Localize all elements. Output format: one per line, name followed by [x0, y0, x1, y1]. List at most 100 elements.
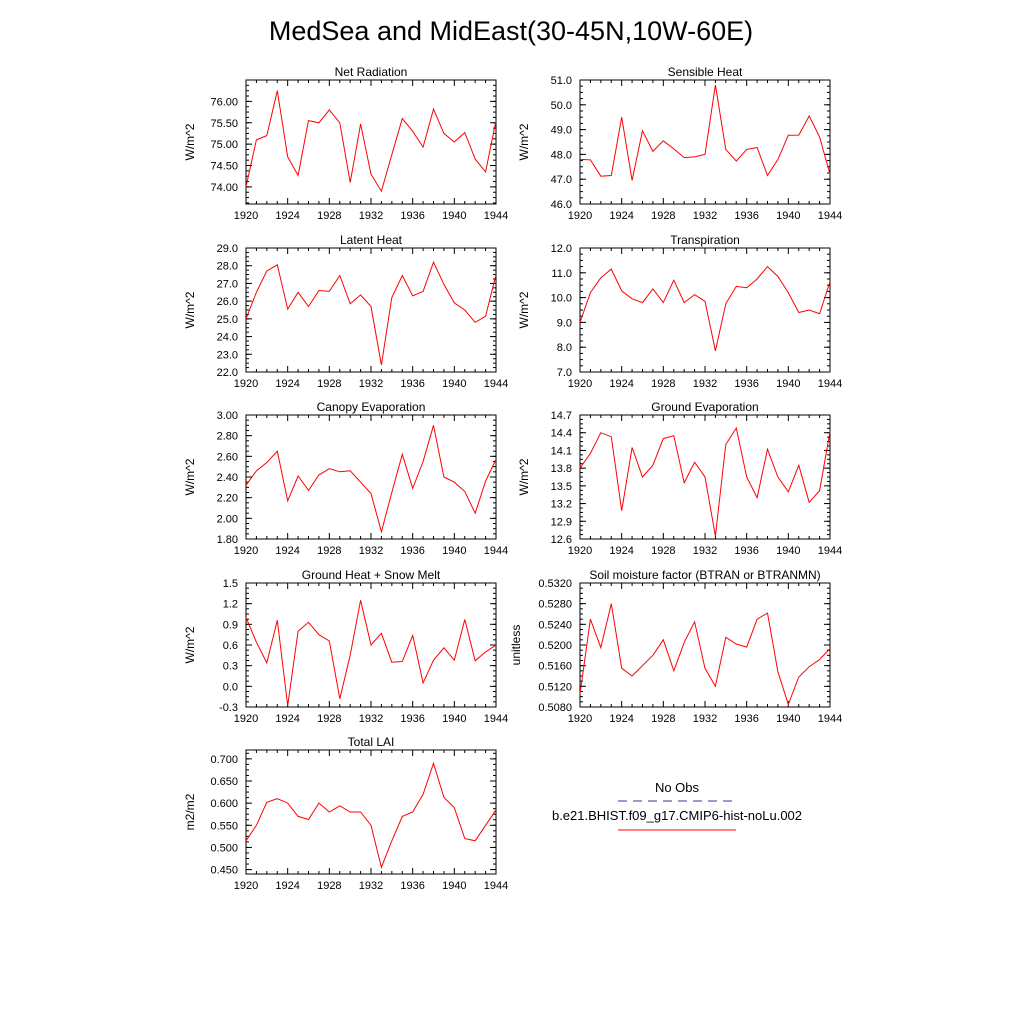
y-tick-label: 28.0: [217, 261, 238, 273]
y-tick-label: 10.0: [551, 293, 572, 305]
y-tick-label: 12.0: [551, 243, 572, 255]
x-tick-label: 1944: [818, 378, 842, 390]
series-line: [579, 426, 831, 537]
figure-title: MedSea and MidEast(30-45N,10W-60E): [269, 16, 753, 46]
x-tick-label: 1920: [568, 210, 592, 222]
x-tick-label: 1924: [609, 378, 633, 390]
y-tick-label: 0.5320: [538, 578, 572, 590]
x-tick-label: 1920: [234, 545, 258, 557]
panel-title: Ground Evaporation: [651, 400, 758, 414]
panel-title: Ground Heat + Snow Melt: [302, 568, 441, 582]
legend-model-label: b.e21.BHIST.f09_g17.CMIP6-hist-noLu.002: [552, 808, 802, 823]
y-tick-label: 27.0: [217, 278, 238, 290]
x-tick-label: 1924: [609, 210, 633, 222]
series-line: [245, 425, 497, 534]
x-tick-label: 1932: [359, 378, 383, 390]
plot-frame: [245, 414, 497, 540]
x-tick-label: 1924: [275, 378, 299, 390]
plot-frame: [245, 79, 497, 205]
y-tick-label: 75.50: [210, 118, 238, 130]
y-tick-label: 76.00: [210, 96, 238, 108]
y-tick-label: 2.00: [217, 513, 238, 525]
panel-4: 1920 1924 1928 1932 1936 1940 1944 7.0 8.0 9.0 10.…: [517, 233, 842, 390]
series-line: [579, 603, 831, 706]
panel-title: Net Radiation: [335, 65, 408, 79]
y-tick-label: 12.9: [551, 516, 572, 528]
y-axis-label: W/m^2: [517, 123, 531, 160]
y-tick-label: 48.0: [551, 149, 572, 161]
x-tick-label: 1936: [400, 210, 424, 222]
panel-title: Soil moisture factor (BTRAN or BTRANMN): [589, 568, 820, 582]
x-tick-label: 1932: [359, 545, 383, 557]
y-tick-label: 2.80: [217, 431, 238, 443]
y-tick-label: 74.50: [210, 161, 238, 173]
y-tick-label: 0.700: [210, 754, 238, 766]
y-tick-label: 25.0: [217, 314, 238, 326]
x-tick-label: 1932: [359, 880, 383, 892]
panel-5: 1920 1924 1928 1932 1936 1940 1944 1.80 2.00 2.20…: [183, 400, 508, 557]
series-line: [245, 600, 497, 706]
x-tick-label: 1920: [568, 545, 592, 557]
y-axis-label: W/m^2: [517, 458, 531, 495]
y-tick-label: 0.5080: [538, 702, 572, 714]
x-tick-label: 1924: [609, 713, 633, 725]
y-tick-label: 13.5: [551, 481, 572, 493]
y-tick-label: 49.0: [551, 125, 572, 137]
y-tick-label: -0.3: [219, 702, 238, 714]
y-tick-label: 23.0: [217, 349, 238, 361]
x-tick-label: 1928: [651, 210, 675, 222]
panel-6: 1920 1924 1928 1932 1936 1940 1944 12.6 12.9 13.2…: [517, 400, 842, 557]
x-tick-label: 1928: [317, 713, 341, 725]
series-line: [579, 265, 831, 352]
y-tick-label: 24.0: [217, 332, 238, 344]
y-axis-label: W/m^2: [517, 291, 531, 328]
x-tick-label: 1932: [693, 378, 717, 390]
y-tick-label: 0.5280: [538, 599, 572, 611]
y-tick-label: 0.6: [223, 640, 238, 652]
x-tick-label: 1932: [359, 210, 383, 222]
y-tick-label: 14.7: [551, 410, 572, 422]
x-tick-label: 1940: [442, 378, 466, 390]
x-tick-label: 1928: [317, 378, 341, 390]
panel-9: 1920 1924 1928 1932 1936 1940 1944 0.450 0.500 0.…: [183, 735, 508, 892]
x-tick-label: 1928: [651, 378, 675, 390]
x-tick-label: 1928: [317, 545, 341, 557]
y-tick-label: 0.9: [223, 619, 238, 631]
panel-7: 1920 1924 1928 1932 1936 1940 1944 -0.3 0.0 0.3 0.…: [183, 568, 508, 725]
plot-frame: [245, 247, 497, 373]
x-tick-label: 1940: [442, 210, 466, 222]
y-tick-label: 0.5240: [538, 619, 572, 631]
x-tick-label: 1936: [734, 210, 758, 222]
series-line: [245, 90, 497, 193]
y-tick-label: 51.0: [551, 75, 572, 87]
y-tick-label: 75.00: [210, 139, 238, 151]
y-tick-label: 50.0: [551, 100, 572, 112]
y-tick-label: 3.00: [217, 410, 238, 422]
x-tick-label: 1920: [234, 378, 258, 390]
x-tick-label: 1940: [442, 713, 466, 725]
x-tick-label: 1944: [818, 210, 842, 222]
panel-8: 1920 1924 1928 1932 1936 1940 1944 0.5080 0.5120…: [509, 568, 842, 725]
y-tick-label: 12.6: [551, 534, 572, 546]
x-tick-label: 1928: [651, 545, 675, 557]
series-line: [245, 761, 497, 870]
x-tick-label: 1924: [275, 210, 299, 222]
y-axis-label: W/m^2: [183, 291, 197, 328]
y-tick-label: 11.0: [551, 268, 572, 280]
y-tick-label: 29.0: [217, 243, 238, 255]
x-tick-label: 1932: [693, 713, 717, 725]
y-tick-label: 0.650: [210, 776, 238, 788]
x-tick-label: 1932: [693, 210, 717, 222]
x-tick-label: 1920: [568, 378, 592, 390]
y-tick-label: 0.0: [223, 681, 238, 693]
x-tick-label: 1940: [776, 713, 800, 725]
y-tick-label: 47.0: [551, 174, 572, 186]
y-axis-label: W/m^2: [183, 626, 197, 663]
x-tick-label: 1924: [275, 713, 299, 725]
y-tick-label: 13.8: [551, 463, 572, 475]
y-tick-label: 22.0: [217, 367, 238, 379]
x-tick-label: 1944: [484, 378, 508, 390]
x-tick-label: 1936: [400, 545, 424, 557]
y-tick-label: 0.5200: [538, 640, 572, 652]
